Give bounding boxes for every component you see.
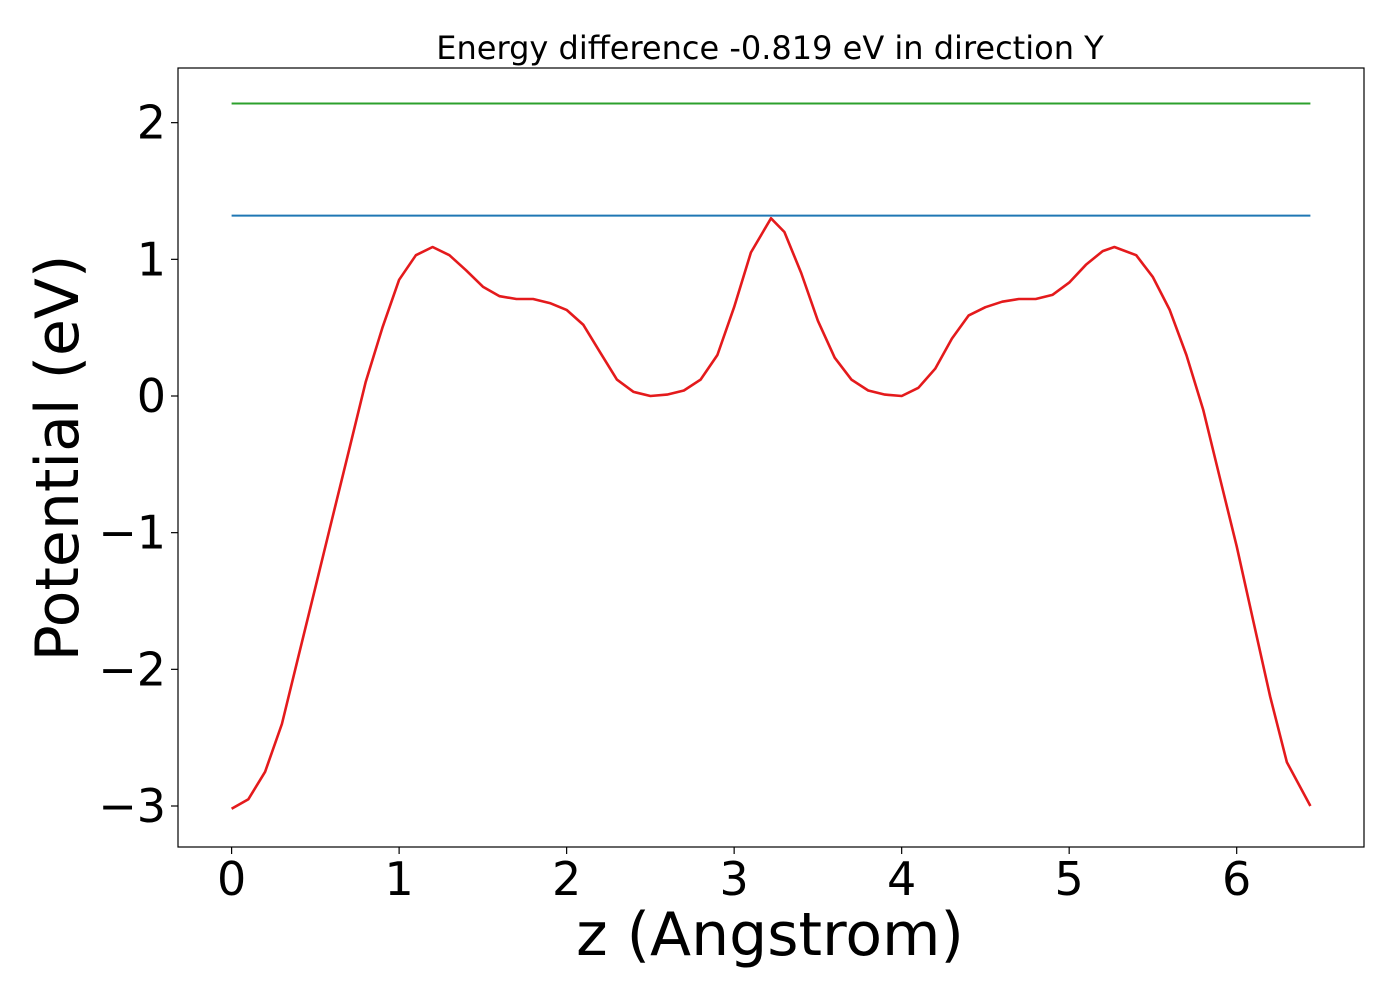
x-tick-label: 6 (1222, 852, 1251, 906)
axes-frame (177, 67, 1365, 848)
y-tick-label: −2 (98, 642, 166, 696)
series-line-3 (230, 217, 1312, 810)
y-tick-label: 0 (137, 369, 166, 423)
x-axis-label: z (Angstrom) (576, 900, 964, 970)
x-tick-label: 5 (1055, 852, 1084, 906)
y-tick-label: 2 (137, 96, 166, 150)
x-tick-label: 4 (887, 852, 916, 906)
y-axis: −3 −2 −1 0 1 2 (98, 96, 178, 833)
x-tick-label: 3 (720, 852, 749, 906)
x-tick-label: 2 (552, 852, 581, 906)
y-axis-label: Potential (eV) (23, 255, 93, 662)
x-axis: 0 1 2 3 4 5 6 (217, 847, 1251, 906)
y-tick-label: −3 (98, 779, 166, 833)
x-tick-label: 0 (217, 852, 246, 906)
x-tick-label: 1 (384, 852, 413, 906)
y-tick-label: 1 (137, 232, 166, 286)
chart-title: Energy difference -0.819 eV in direction… (436, 29, 1104, 67)
y-tick-label: −1 (98, 506, 166, 560)
plot-area (230, 102, 1312, 810)
